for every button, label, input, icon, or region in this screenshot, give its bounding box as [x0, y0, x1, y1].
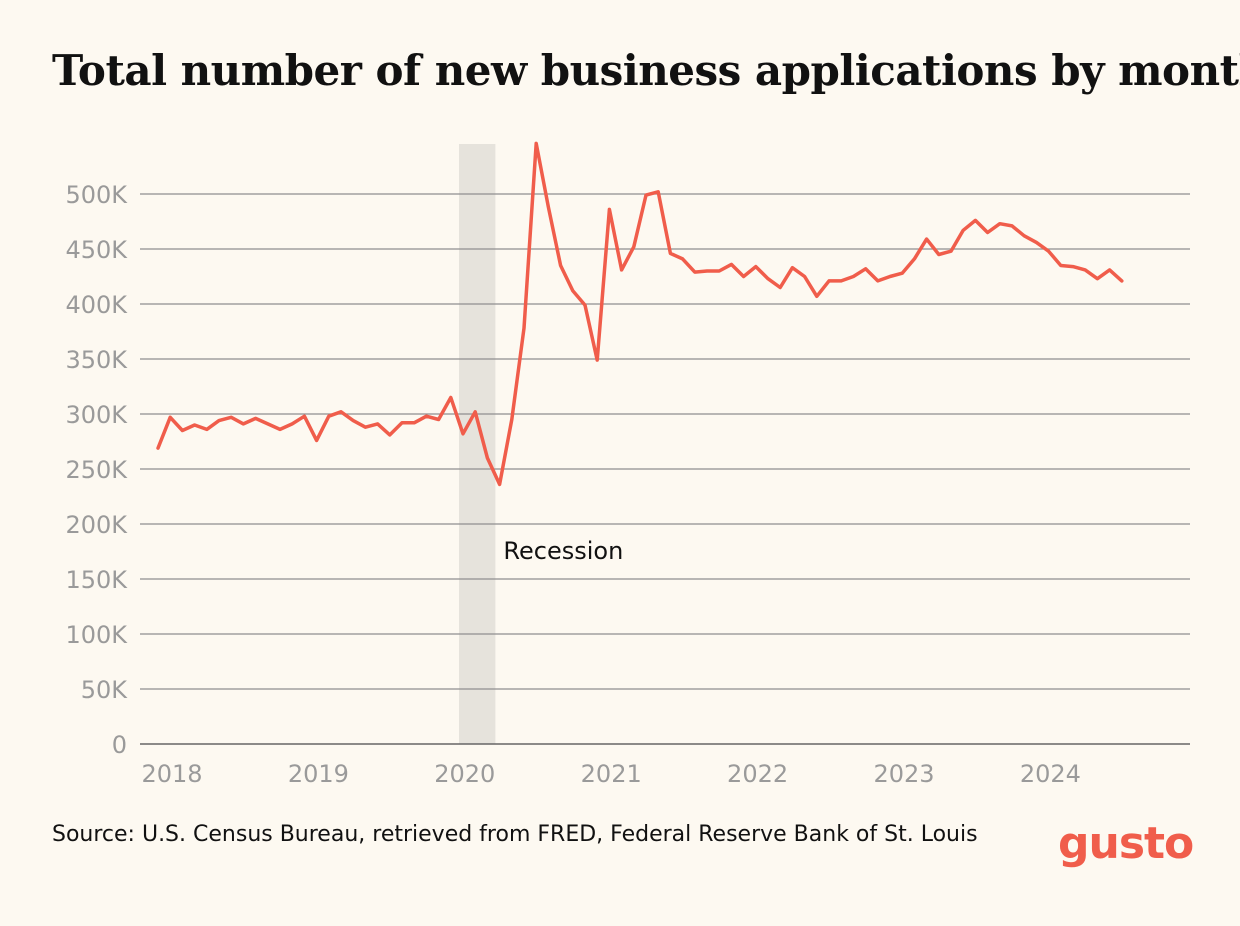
recession-label: Recession	[503, 537, 623, 565]
x-axis-ticks: 2018 2019 2020 2021 2022 2023 2024	[141, 760, 1080, 788]
source-note: Source: U.S. Census Bureau, retrieved fr…	[52, 822, 978, 847]
x-tick-label: 2019	[288, 760, 349, 788]
x-tick-label: 2020	[434, 760, 495, 788]
y-tick-label: 50K	[81, 676, 129, 704]
y-tick-label: 400K	[65, 291, 128, 319]
x-tick-label: 2023	[873, 760, 934, 788]
x-tick-label: 2022	[727, 760, 788, 788]
y-tick-label: 450K	[65, 236, 128, 264]
x-tick-label: 2021	[581, 760, 642, 788]
y-tick-label: 350K	[65, 346, 128, 374]
series-layer	[156, 141, 1124, 487]
y-tick-label: 200K	[65, 511, 128, 539]
y-tick-label: 500K	[65, 181, 128, 209]
y-tick-label: 250K	[65, 456, 128, 484]
gusto-logo: gusto	[1058, 818, 1194, 869]
y-tick-label: 100K	[65, 621, 128, 649]
y-tick-label: 150K	[65, 566, 128, 594]
y-tick-label: 300K	[65, 401, 128, 429]
series-line	[156, 141, 1124, 487]
y-tick-label: 0	[112, 731, 127, 759]
x-tick-label: 2024	[1020, 760, 1081, 788]
gridlines	[140, 193, 1190, 745]
y-axis-ticks: 0 50K 100K 150K 200K 250K 300K 350K 400K 450K 500K	[65, 181, 128, 759]
recession-band-layer: Recession	[459, 144, 623, 744]
recession-band	[459, 144, 496, 744]
chart-title: Total number of new business application…	[52, 46, 1240, 95]
x-tick-label: 2018	[141, 760, 202, 788]
